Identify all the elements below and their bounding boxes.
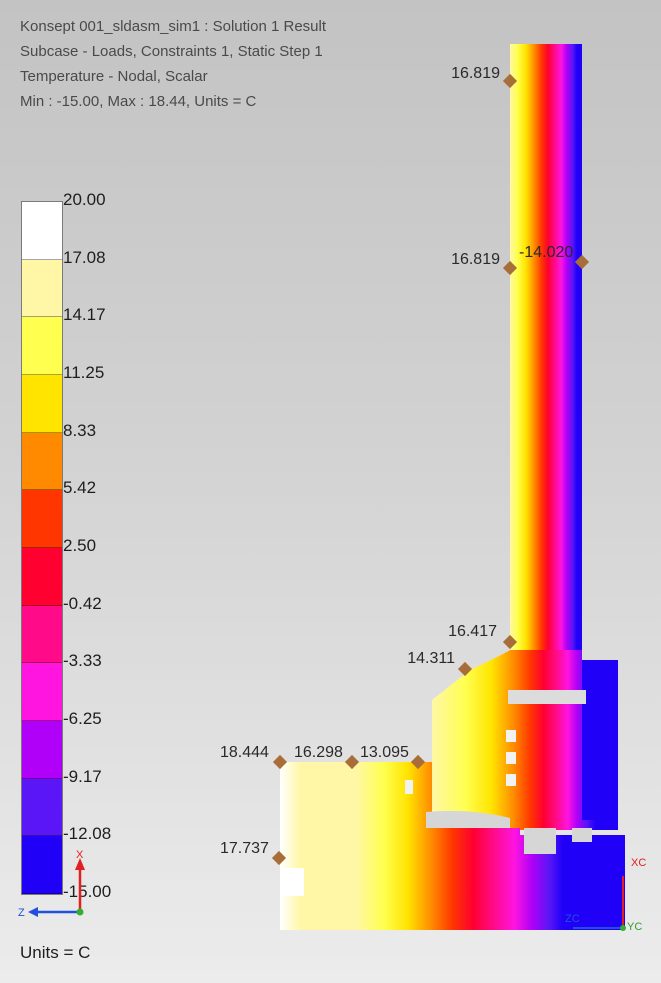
wcs-triad: XC ZC YC: [565, 857, 646, 933]
legend-tick-label: 14.17: [63, 305, 106, 325]
triad-origin-icon: [76, 908, 84, 916]
probe-marker-p1: [502, 73, 518, 89]
probe-marker-p8: [410, 754, 426, 770]
probe-marker-p9: [271, 850, 287, 866]
legend-swatch-6: [22, 548, 62, 606]
triad-x-label: X: [76, 849, 84, 861]
legend-tick-label: -0.42: [63, 593, 102, 613]
probe-marker-p5: [457, 661, 473, 677]
probe-label-p4: 16.417: [448, 623, 497, 640]
legend-tick-label: 8.33: [63, 420, 97, 440]
probe-label-p8: 13.095: [360, 744, 409, 761]
cutout-2: [572, 828, 592, 842]
legend-tick-label: 17.08: [63, 247, 106, 267]
small-slot: [405, 780, 413, 794]
probe-markers: [271, 73, 590, 866]
probe-label-p9: 17.737: [220, 840, 269, 857]
legend-swatch-8: [22, 663, 62, 721]
legend-tick-label: 11.25: [63, 363, 105, 382]
probe-label-p2: 16.819: [451, 251, 500, 268]
legend-swatch-10: [22, 778, 62, 837]
legend-swatch-1: [22, 259, 62, 318]
header-line-range: Min : -15.00, Max : 18.44, Units = C: [20, 93, 257, 110]
legend-tick-label: -6.25: [63, 709, 102, 728]
probe-label-p3: -14.020: [519, 244, 573, 261]
legend-swatch-7: [22, 605, 62, 664]
probe-marker-p4: [502, 634, 518, 650]
units-label: Units = C: [20, 943, 91, 962]
view-triad: X Z: [18, 849, 85, 919]
legend-tick-label: 5.42: [63, 478, 97, 498]
legend-swatch-9: [22, 721, 62, 779]
slot-3: [506, 774, 516, 786]
color-legend-bar: [21, 201, 63, 895]
legend-tick-label: 2.50: [63, 536, 97, 555]
probe-label-p5: 14.311: [407, 650, 455, 667]
column-gap: [508, 690, 586, 704]
probe-marker-p3: [574, 254, 590, 270]
legend-tick-label: -12.08: [63, 824, 112, 844]
legend-swatch-11: [22, 836, 62, 894]
legend-tick-label: -15.00: [63, 882, 112, 901]
legend-swatch-0: [22, 202, 62, 260]
header-line-result-type: Temperature - Nodal, Scalar: [20, 68, 208, 85]
result-header: Konsept 001_sldasm_sim1 : Solution 1 Res…: [20, 14, 326, 114]
legend-tick-label: -3.33: [63, 651, 102, 671]
probe-label-p1: 16.819: [451, 65, 500, 82]
column-contour: [510, 44, 582, 664]
header-line-subcase: Subcase - Loads, Constraints 1, Static S…: [20, 43, 323, 60]
legend-swatch-2: [22, 317, 62, 375]
slot-1: [506, 730, 516, 742]
probe-label-p7: 16.298: [294, 744, 343, 761]
wcs-zc-label: ZC: [565, 913, 580, 925]
legend-swatch-4: [22, 432, 62, 491]
legend-swatch-5: [22, 490, 62, 548]
triad-x-arrow-icon: [75, 858, 85, 870]
right-block-contour: [582, 660, 618, 820]
legend-swatch-3: [22, 375, 62, 433]
legend-tick-label: 20.00: [63, 190, 106, 209]
slot-2: [506, 752, 516, 764]
base-notch: [282, 868, 304, 896]
probe-marker-p2: [502, 260, 518, 276]
legend-tick-label: -9.17: [63, 766, 102, 786]
probe-marker-p6: [272, 754, 288, 770]
probe-label-p6: 18.444: [220, 744, 269, 761]
header-line-solution: Konsept 001_sldasm_sim1 : Solution 1 Res…: [20, 18, 327, 35]
base-contour: [280, 762, 625, 930]
cutout-3: [426, 810, 510, 828]
probe-marker-p7: [344, 754, 360, 770]
cutout-1: [524, 828, 556, 854]
wcs-xc-label: XC: [631, 857, 646, 869]
wcs-origin-icon: [620, 925, 626, 931]
triad-z-label: Z: [18, 907, 25, 919]
wcs-yc-label: YC: [627, 921, 642, 933]
triad-z-arrow-icon: [28, 907, 38, 917]
